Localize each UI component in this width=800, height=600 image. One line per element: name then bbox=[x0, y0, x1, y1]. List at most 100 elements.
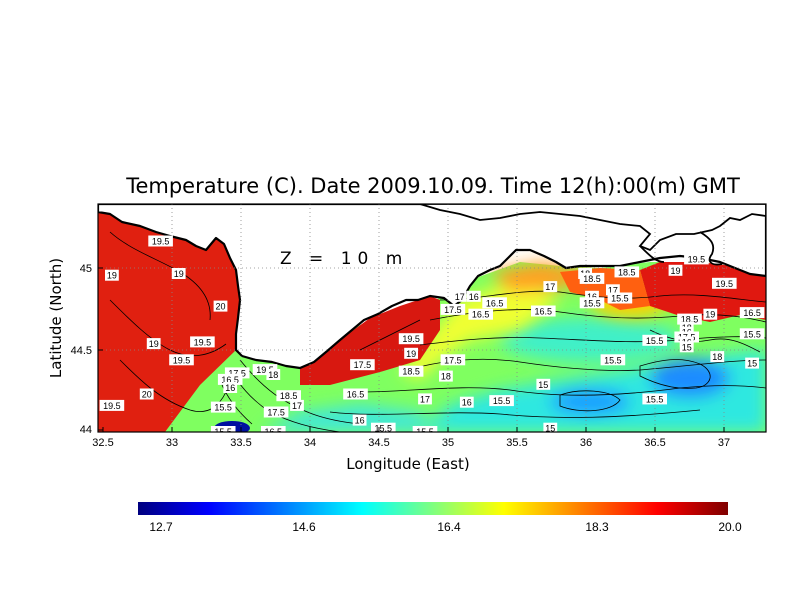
contour-label-box bbox=[468, 308, 493, 320]
contour-label-box bbox=[712, 277, 737, 289]
contour-label-box bbox=[263, 406, 289, 418]
x-tick-label: 34.5 bbox=[368, 437, 389, 449]
contour-label: 16.5 bbox=[261, 426, 286, 437]
y-tick-label: 44 bbox=[80, 424, 92, 436]
contour-label-box bbox=[679, 341, 694, 353]
x-tick-labels: 32.5 33 33.5 34 34.5 35 35.5 36 36.5 37 bbox=[92, 437, 730, 449]
x-tick-label: 34 bbox=[304, 437, 316, 449]
contour-label-box bbox=[579, 297, 605, 309]
contour-label-box bbox=[404, 347, 418, 359]
contour-label-box bbox=[606, 284, 620, 296]
contour-label: 18.5 bbox=[398, 365, 424, 377]
contour-label-box bbox=[146, 338, 161, 350]
contour-label: 19 bbox=[703, 308, 718, 320]
contour-label-box bbox=[252, 364, 278, 376]
contour-label: 17 bbox=[543, 281, 558, 293]
colorbar-label: 18.3 bbox=[585, 520, 609, 534]
contour-label-text: 19.5 bbox=[716, 279, 734, 289]
contour-label: 19 bbox=[668, 264, 683, 276]
contour-label-box bbox=[217, 373, 243, 385]
contour-label-text: 16.5 bbox=[265, 427, 283, 437]
x-tick-label: 36.5 bbox=[644, 437, 665, 449]
contour-label-text: 16.5 bbox=[221, 375, 239, 385]
contour-label-text: 15.5 bbox=[743, 329, 761, 339]
contour-label-text: 18.5 bbox=[280, 391, 298, 401]
contour-label-text: 15.5 bbox=[375, 424, 393, 434]
contour-label: 16 bbox=[466, 290, 481, 302]
x-axis-title: Longitude (East) bbox=[346, 455, 469, 473]
contour-label-box bbox=[579, 272, 605, 284]
contour-label: 17.5 bbox=[440, 354, 466, 366]
contour-label: 16.5 bbox=[531, 305, 556, 317]
contour-label-text: 16 bbox=[225, 383, 235, 393]
contour-label: 15.5 bbox=[739, 328, 765, 340]
contour-label-box bbox=[739, 328, 765, 340]
contour-label: 15.5 bbox=[579, 297, 605, 309]
contour-label-text: 16.5 bbox=[486, 298, 504, 308]
contour-label-box bbox=[223, 382, 238, 393]
contour-label: 16 bbox=[223, 382, 238, 393]
contour-label: 16 bbox=[585, 290, 599, 302]
contour-label-box bbox=[169, 354, 194, 366]
contour-label: 15.5 bbox=[642, 334, 667, 346]
contour-label: 17 bbox=[606, 284, 620, 296]
axis-ticks bbox=[98, 267, 725, 432]
contour-label: 15 bbox=[543, 422, 558, 434]
contour-label-box bbox=[543, 422, 558, 432]
contour-label-text: 20 bbox=[142, 390, 152, 400]
contour-line bbox=[359, 319, 421, 351]
contour-label: 17 bbox=[452, 290, 467, 302]
x-tick-label: 36 bbox=[580, 437, 592, 449]
contour-label-box bbox=[343, 388, 368, 400]
contour-line bbox=[649, 329, 761, 353]
contour-label-box bbox=[412, 426, 438, 432]
map-title: Temperature (C). Date 2009.10.09. Time 1… bbox=[125, 174, 740, 198]
colorbar-bar bbox=[138, 502, 728, 515]
contour-label: 17 bbox=[290, 399, 304, 411]
contour-label-text: 15.5 bbox=[583, 298, 601, 308]
contour-label: 15.5 bbox=[600, 354, 626, 366]
contour-label-box bbox=[350, 359, 375, 371]
field-red-south bbox=[300, 296, 440, 385]
contour-line bbox=[329, 409, 701, 418]
contour-label: 18.5 bbox=[276, 390, 301, 402]
contour-label-text: 16 bbox=[355, 416, 365, 426]
contour-label: 16 bbox=[352, 414, 367, 426]
contour-label-text: 15 bbox=[545, 424, 555, 434]
contour-label-text: 19 bbox=[705, 310, 715, 320]
contour-label-text: 17.5 bbox=[444, 355, 462, 365]
contour-label-text: 16.5 bbox=[743, 308, 761, 318]
y-tick-label: 45 bbox=[80, 263, 92, 275]
colorbar-label-min: 12.7 bbox=[149, 520, 173, 534]
sea-of-azov bbox=[419, 204, 766, 252]
contour-label: 20 bbox=[139, 388, 154, 400]
contour-label-box bbox=[210, 426, 236, 432]
x-tick-label: 33 bbox=[166, 437, 178, 449]
contour-label: 15.5 bbox=[412, 426, 438, 432]
colorbar-label: 16.4 bbox=[437, 520, 461, 534]
contour-label: 16.5 bbox=[468, 308, 493, 320]
field-yellow-band bbox=[400, 280, 560, 380]
contour-label: 19.5 bbox=[712, 277, 737, 289]
land-crimea bbox=[98, 204, 766, 370]
contour-label-box bbox=[614, 266, 640, 278]
contour-label: 15.5 bbox=[210, 426, 236, 432]
contour-label-text: 17.5 bbox=[444, 305, 462, 315]
contour-label-box bbox=[452, 290, 467, 302]
contour-label: 19 bbox=[146, 338, 161, 350]
contour-label-text: 17.5 bbox=[354, 360, 372, 370]
contour-label-box bbox=[171, 268, 186, 279]
contour-line bbox=[559, 390, 621, 412]
contour-label: 17 bbox=[418, 393, 432, 405]
colorbar-label: 14.6 bbox=[292, 520, 316, 534]
contour-label-text: 19.5 bbox=[103, 401, 121, 411]
contour-label-box bbox=[398, 333, 424, 345]
contour-label: 15 bbox=[536, 378, 551, 390]
contour-label-text: 19.5 bbox=[688, 254, 706, 264]
contour-label-box bbox=[261, 426, 286, 432]
contour-label: 18 bbox=[439, 370, 453, 382]
contour-label-text: 18.5 bbox=[402, 367, 420, 377]
contour-label: 17.5 bbox=[224, 367, 250, 379]
contour-label-box bbox=[710, 351, 725, 363]
